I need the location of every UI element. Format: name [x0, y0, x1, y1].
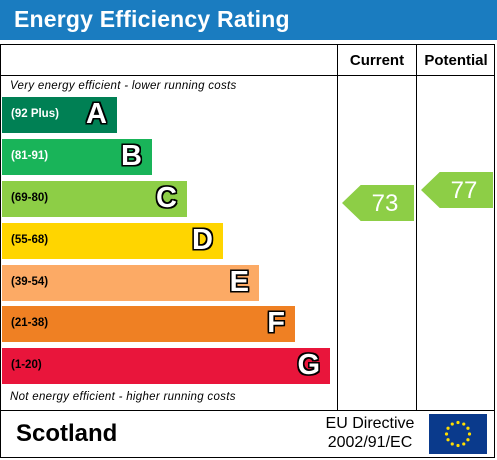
current-rating-value: 73: [371, 190, 399, 217]
potential-column-header: Potential: [424, 52, 488, 69]
header-divider: [0, 75, 495, 76]
band-letter: F: [267, 307, 285, 339]
band-letter: D: [192, 224, 213, 256]
band-range: (55-68): [11, 234, 49, 246]
eu-flag-icon: [429, 414, 487, 454]
rating-table: [0, 44, 495, 458]
band-range: (92 Plus): [11, 108, 59, 120]
band-a: (92 Plus) A: [2, 97, 117, 133]
band-c: (69-80) C: [2, 181, 187, 217]
bottom-note: Not energy efficient - higher running co…: [10, 391, 236, 403]
band-range: (81-91): [11, 150, 49, 162]
band-letter: E: [229, 266, 249, 298]
directive-line-2: 2002/91/EC: [327, 434, 413, 451]
band-e: (39-54) E: [2, 265, 259, 301]
title-bar: Energy Efficiency Rating: [0, 0, 497, 40]
band-range: (1-20): [11, 359, 42, 371]
band-range: (21-38): [11, 317, 49, 329]
potential-rating-arrow: 77: [421, 172, 493, 208]
eu-flag-stars: [444, 420, 472, 448]
top-note: Very energy efficient - lower running co…: [10, 80, 237, 92]
band-d: (55-68) D: [2, 223, 223, 259]
band-letter: A: [86, 98, 107, 130]
band-letter: G: [297, 349, 320, 381]
band-b: (81-91) B: [2, 139, 152, 175]
band-range: (39-54): [11, 276, 49, 288]
band-f: (21-38) F: [2, 306, 295, 342]
current-column-header: Current: [349, 52, 405, 69]
current-column-divider: [337, 44, 338, 410]
footer-divider: [0, 410, 495, 411]
chart-title: Energy Efficiency Rating: [14, 6, 290, 32]
country-label: Scotland: [16, 420, 118, 447]
band-letter: C: [156, 182, 177, 214]
band-letter: B: [121, 140, 142, 172]
band-g: (1-20) G: [2, 348, 330, 384]
band-range: (69-80): [11, 192, 49, 204]
potential-rating-value: 77: [450, 177, 478, 204]
potential-column-divider: [416, 44, 417, 410]
directive-line-1: EU Directive: [325, 415, 415, 432]
